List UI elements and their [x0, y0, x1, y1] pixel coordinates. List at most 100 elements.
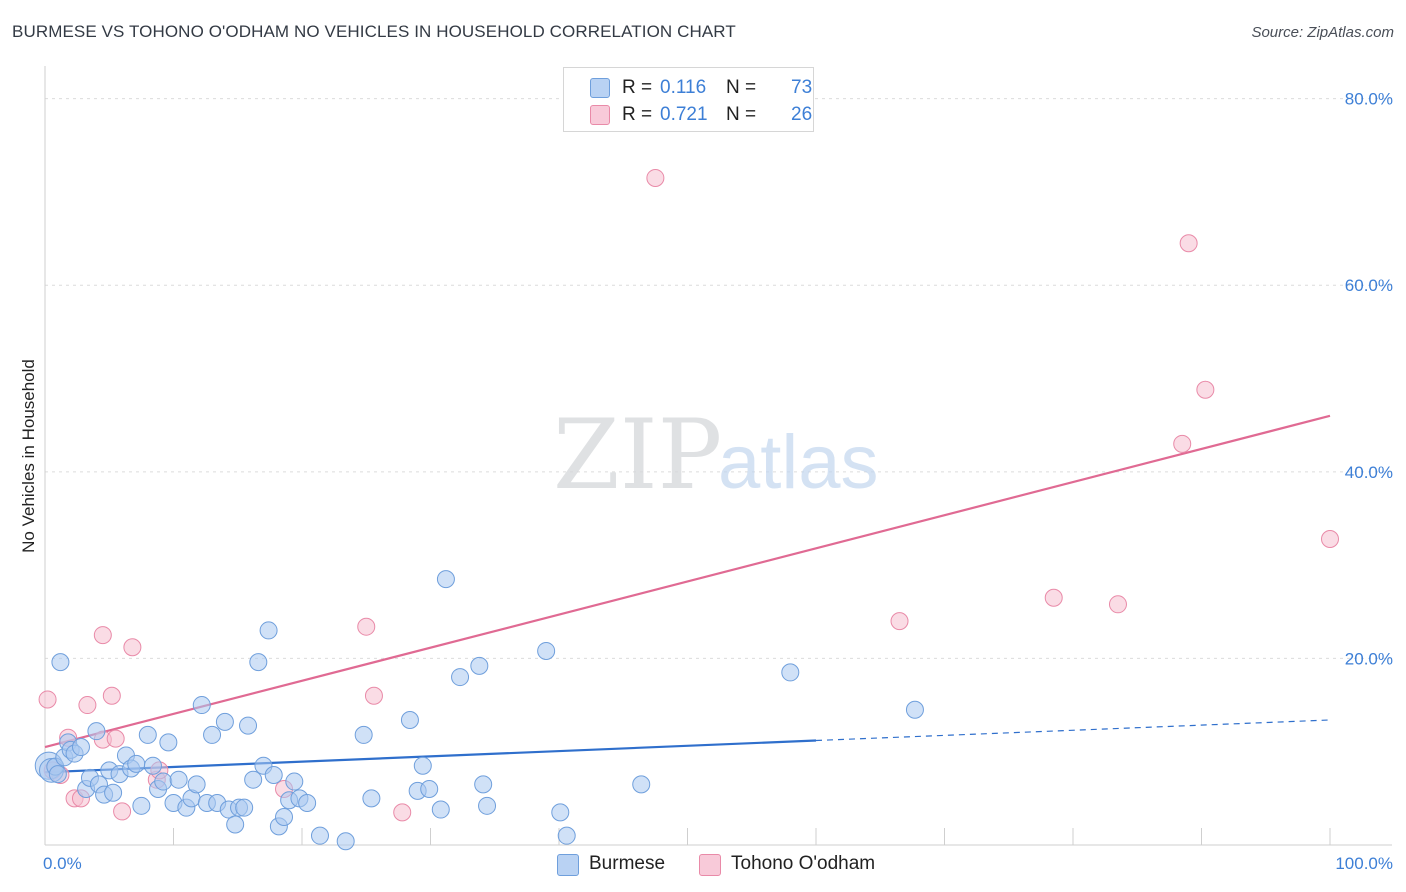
- legend-label: Tohono O'odham: [731, 853, 876, 874]
- y-tick-label: 20.0%: [1345, 649, 1393, 668]
- y-tick-label: 60.0%: [1345, 276, 1393, 295]
- tohono-swatch: [590, 105, 610, 125]
- burmese-point: [154, 772, 173, 791]
- tohono-point: [38, 690, 57, 709]
- tohono-point: [646, 168, 665, 187]
- tohono-legend-swatch: [699, 854, 721, 876]
- n-label: N =: [726, 77, 757, 98]
- burmese-point: [264, 766, 283, 785]
- burmese-point: [87, 722, 106, 741]
- burmese-point: [226, 815, 245, 834]
- data-points: [34, 168, 1339, 851]
- grid-lines: [45, 98, 1392, 659]
- burmese-point: [51, 653, 70, 672]
- tohono-point: [1196, 380, 1215, 399]
- burmese-point: [557, 826, 576, 845]
- tohono-point: [1108, 595, 1127, 614]
- tick-labels: 20.0% 40.0% 60.0% 80.0% 0.0% 100.0%: [43, 90, 1393, 873]
- burmese-point: [215, 712, 234, 731]
- y-axis-label: No Vehicles in Household: [19, 359, 38, 553]
- burmese-point: [537, 641, 556, 660]
- burmese-point: [203, 725, 222, 744]
- tohono-point: [93, 626, 112, 645]
- burmese-point: [127, 754, 146, 773]
- n-label: N =: [726, 104, 757, 125]
- burmese-point: [632, 775, 651, 794]
- burmese-point: [71, 738, 90, 757]
- burmese-point: [420, 780, 439, 799]
- stats-legend: R = 0.116 N = 73 R = 0.721 N = 26: [563, 67, 814, 132]
- tohono-point: [1179, 234, 1198, 253]
- r-value: 0.721: [660, 104, 708, 125]
- burmese-point: [285, 772, 304, 791]
- tohono-point: [1173, 434, 1192, 453]
- burmese-point: [249, 653, 268, 672]
- burmese-trend-line: [44, 739, 817, 774]
- burmese-point: [474, 775, 493, 794]
- burmese-point: [781, 663, 800, 682]
- burmese-point: [298, 794, 317, 813]
- burmese-point: [159, 733, 178, 752]
- burmese-legend-swatch: [557, 854, 579, 876]
- burmese-point: [104, 783, 123, 802]
- burmese-point: [143, 756, 162, 775]
- burmese-point: [259, 621, 278, 640]
- burmese-point: [436, 570, 455, 589]
- tohono-point: [357, 617, 376, 636]
- burmese-point: [132, 796, 151, 815]
- burmese-trend-extension: [815, 719, 1331, 742]
- x-tick-label: 100.0%: [1335, 854, 1393, 873]
- watermark: ZIP atlas: [553, 399, 879, 511]
- r-value: 0.116: [660, 77, 707, 98]
- burmese-point: [431, 800, 450, 819]
- watermark-atlas: atlas: [718, 420, 879, 505]
- burmese-point: [354, 725, 373, 744]
- tohono-point: [364, 686, 383, 705]
- x-tick-label: 0.0%: [43, 854, 82, 873]
- burmese-point: [187, 775, 206, 794]
- burmese-point: [400, 710, 419, 729]
- burmese-point: [235, 798, 254, 817]
- y-tick-label: 80.0%: [1345, 90, 1393, 109]
- r-label: R =: [622, 77, 653, 98]
- tohono-point: [113, 802, 132, 821]
- burmese-point: [905, 700, 924, 719]
- axes: [44, 66, 1392, 846]
- tohono-point: [1321, 530, 1339, 548]
- burmese-point: [275, 808, 294, 827]
- source-label: Source: ZipAtlas.com: [1251, 24, 1394, 41]
- r-label: R =: [622, 104, 653, 125]
- tohono-point: [106, 729, 125, 748]
- burmese-swatch: [590, 78, 610, 98]
- trend-lines: [44, 414, 1331, 774]
- n-value: 73: [791, 77, 813, 98]
- burmese-point: [362, 789, 381, 808]
- tohono-point: [393, 803, 412, 822]
- burmese-point: [169, 770, 188, 789]
- tohono-point: [102, 686, 121, 705]
- burmese-point: [192, 696, 211, 715]
- tohono-point: [1044, 588, 1063, 607]
- burmese-point: [310, 826, 329, 845]
- burmese-point: [239, 716, 258, 735]
- tohono-point: [78, 696, 97, 715]
- burmese-point: [470, 656, 489, 675]
- legend-label: Burmese: [589, 853, 666, 874]
- burmese-point: [244, 770, 263, 789]
- y-tick-label: 40.0%: [1345, 463, 1393, 482]
- burmese-point: [478, 796, 497, 815]
- burmese-point: [413, 756, 432, 775]
- n-value: 26: [791, 104, 813, 125]
- tohono-point: [890, 612, 909, 631]
- burmese-point: [138, 725, 157, 744]
- series-legend: Burmese Tohono O'odham: [0, 852, 1406, 878]
- burmese-point: [451, 668, 470, 687]
- burmese-point: [336, 832, 355, 851]
- tohono-trend-line: [44, 414, 1331, 749]
- tohono-point: [123, 638, 142, 657]
- chart-title: BURMESE VS TOHONO O'ODHAM NO VEHICLES IN…: [12, 22, 736, 41]
- watermark-zip: ZIP: [553, 399, 722, 511]
- burmese-point: [48, 765, 67, 784]
- burmese-point: [551, 803, 570, 822]
